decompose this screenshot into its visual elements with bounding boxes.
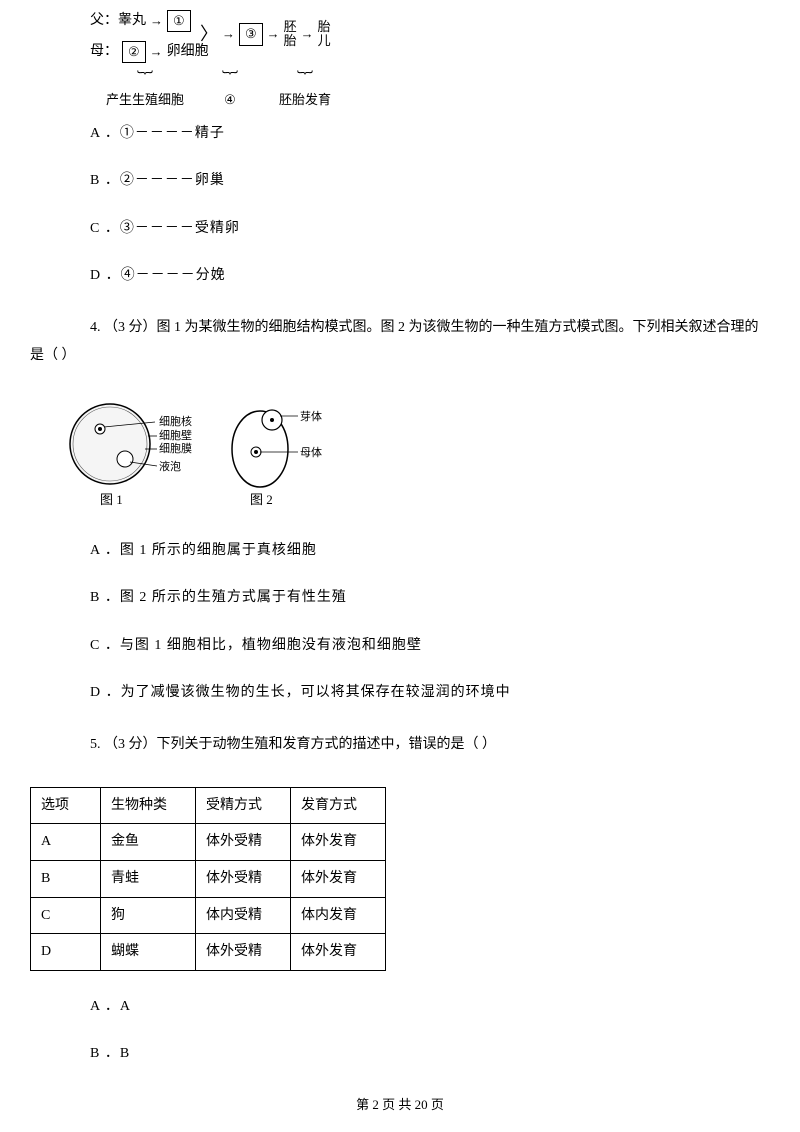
q3-option-d: D ．④－－－－分娩 xyxy=(90,266,770,286)
arrow-icon: → xyxy=(150,43,163,61)
brace-2-label: ④ xyxy=(224,92,236,107)
label-mother: 母体 xyxy=(300,445,322,459)
mother-label: 母： xyxy=(90,42,118,62)
egg-cell-label: 卵细胞 xyxy=(167,42,209,62)
table-cell: 狗 xyxy=(101,897,196,934)
q4-option-c: C ．与图 1 细胞相比，植物细胞没有液泡和细胞壁 xyxy=(90,636,770,656)
q3-option-b: B ．②－－－－卵巢 xyxy=(90,171,770,191)
box-1: ① xyxy=(167,10,191,32)
q5-table: 选项 生物种类 受精方式 发育方式 A 金鱼 体外受精 体外发育 B 青蛙 体外… xyxy=(30,787,386,971)
table-cell: 青蛙 xyxy=(101,861,196,898)
table-row: D 蝴蝶 体外受精 体外发育 xyxy=(31,934,386,971)
q4-option-b: B ．图 2 所示的生殖方式属于有性生殖 xyxy=(90,588,770,608)
table-cell: 选项 xyxy=(31,787,101,824)
label-bud: 芽体 xyxy=(300,409,322,423)
brace-3-label: 胚胎发育 xyxy=(279,92,331,107)
arrow-icon: → xyxy=(222,25,235,43)
label-membrane: 细胞膜 xyxy=(159,442,192,455)
arrow-icon: → xyxy=(301,25,314,43)
table-cell: 体内受精 xyxy=(196,897,291,934)
cell-diagram-svg: 细胞核 细胞壁 细胞膜 液泡 图 1 芽体 母体 图 2 xyxy=(60,394,340,514)
label-nucleus: 细胞核 xyxy=(159,414,192,428)
fig2-caption: 图 2 xyxy=(250,492,273,507)
table-cell: C xyxy=(31,897,101,934)
label-wall: 细胞壁 xyxy=(159,428,192,442)
brace-row: ︸ 产生生殖细胞 ︸ ④ ︸ 胚胎发育 xyxy=(90,69,770,110)
embryo-label: 胚胎 xyxy=(284,20,297,49)
table-cell: 体内发育 xyxy=(291,897,386,934)
q5-option-a: A ．A xyxy=(90,997,770,1017)
table-cell: D xyxy=(31,934,101,971)
table-cell: 体外发育 xyxy=(291,824,386,861)
reproduction-diagram: 父：睾丸 → ① 〉 → ③ → 胚胎 → 胎儿 母： ② → 卵细胞 ︸ 产生… xyxy=(90,10,770,110)
page-footer: 第 2 页 共 20 页 xyxy=(0,1096,800,1114)
q3-option-c: C ．③－－－－受精卵 xyxy=(90,219,770,239)
q5-stem: 5. （3 分）下列关于动物生殖和发育方式的描述中，错误的是（ ） xyxy=(90,731,770,759)
table-row: 选项 生物种类 受精方式 发育方式 xyxy=(31,787,386,824)
fetus-label: 胎儿 xyxy=(318,20,331,49)
table-cell: 受精方式 xyxy=(196,787,291,824)
table-cell: 蝴蝶 xyxy=(101,934,196,971)
brace-1: ︸ 产生生殖细胞 xyxy=(90,69,200,110)
brace-1-label: 产生生殖细胞 xyxy=(106,92,184,107)
q4-figures: 细胞核 细胞壁 细胞膜 液泡 图 1 芽体 母体 图 2 xyxy=(60,394,770,521)
table-cell: A xyxy=(31,824,101,861)
table-row: B 青蛙 体外受精 体外发育 xyxy=(31,861,386,898)
table-row: A 金鱼 体外受精 体外发育 xyxy=(31,824,386,861)
arrow-icon: → xyxy=(267,25,280,43)
q4-stem: 4. （3 分）图 1 为某微生物的细胞结构模式图。图 2 为该微生物的一种生殖… xyxy=(30,314,770,370)
table-cell: 体外发育 xyxy=(291,934,386,971)
table-cell: 发育方式 xyxy=(291,787,386,824)
arrow-icon: → xyxy=(150,12,163,30)
table-cell: 生物种类 xyxy=(101,787,196,824)
table-row: C 狗 体内受精 体内发育 xyxy=(31,897,386,934)
table-cell: 金鱼 xyxy=(101,824,196,861)
q4-option-a: A ．图 1 所示的细胞属于真核细胞 xyxy=(90,541,770,561)
q4-option-d: D ．为了减慢该微生物的生长，可以将其保存在较湿润的环境中 xyxy=(90,683,770,703)
fig1-caption: 图 1 xyxy=(100,492,123,507)
q5-option-b: B ．B xyxy=(90,1044,770,1064)
table-cell: 体外受精 xyxy=(196,934,291,971)
table-cell: 体外受精 xyxy=(196,861,291,898)
table-cell: B xyxy=(31,861,101,898)
brace-3: ︸ 胚胎发育 xyxy=(260,69,350,110)
table-cell: 体外受精 xyxy=(196,824,291,861)
table-cell: 体外发育 xyxy=(291,861,386,898)
father-label: 父：睾丸 xyxy=(90,11,146,31)
brace-2: ︸ ④ xyxy=(200,69,260,110)
q3-option-a: A ．①－－－－精子 xyxy=(90,124,770,144)
label-vacuole: 液泡 xyxy=(159,459,181,473)
box-2: ② xyxy=(122,41,146,63)
box-3: ③ xyxy=(239,23,263,45)
diagram-row-mother: 母： ② → 卵细胞 xyxy=(90,41,770,63)
